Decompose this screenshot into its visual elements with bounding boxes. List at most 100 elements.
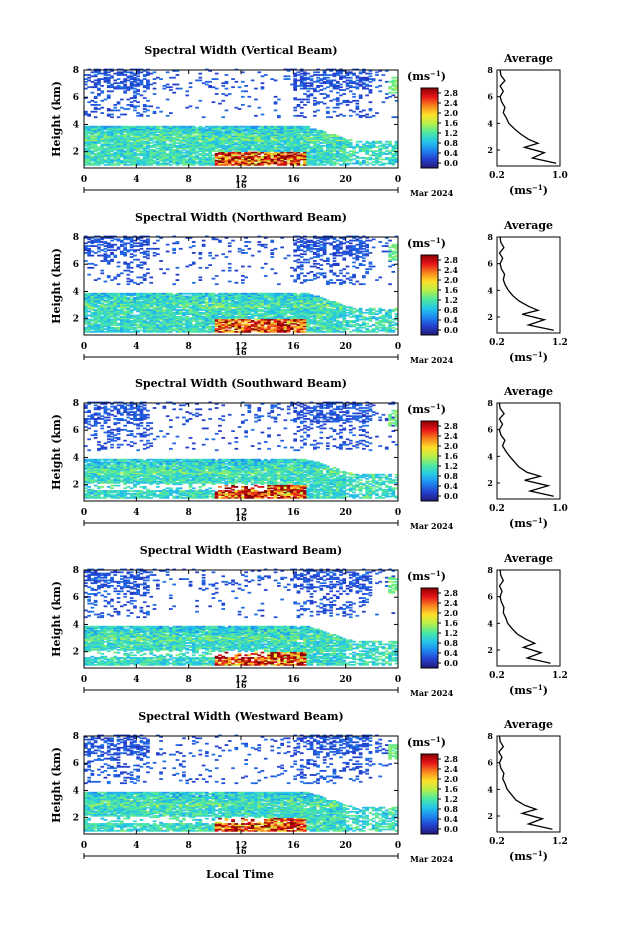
colorbar-tick-label: 2.8 <box>444 754 458 764</box>
heatmap-cells <box>84 401 399 499</box>
colorbar <box>420 254 439 336</box>
avg-y-tick-label: 2 <box>487 811 493 821</box>
colorbar-tick-label: 1.2 <box>444 295 458 305</box>
x-tick-label: 0 <box>395 175 401 185</box>
avg-profile-line <box>499 69 557 164</box>
panel-title: Spectral Width (Vertical Beam) <box>144 44 337 57</box>
panel-1: Spectral Width (Vertical Beam) 8 6 4 2 Height… <box>50 44 568 198</box>
panel-title: Spectral Width (Northward Beam) <box>135 211 347 224</box>
y-tick-label: 4 <box>73 786 79 796</box>
colorbar-tick-label: 0.8 <box>444 138 458 148</box>
x-tick-label: 0 <box>395 508 401 518</box>
x-tick-label: 12 <box>235 675 248 685</box>
colorbar-unit: (ms−1) <box>407 735 446 749</box>
y-tick-label: 4 <box>73 453 79 463</box>
colorbar-tick-label: 0.0 <box>444 658 458 668</box>
heatmap-cells <box>84 568 399 666</box>
x-tick-label: 16 <box>287 342 300 352</box>
avg-y-tick-label: 8 <box>487 232 493 242</box>
avg-y-tick-label: 8 <box>487 565 493 575</box>
colorbar-unit: (ms−1) <box>407 569 446 583</box>
avg-unit: (ms−1) <box>509 683 548 697</box>
colorbar-tick-label: 0.4 <box>444 648 458 658</box>
x-tick-label: 16 <box>287 175 300 185</box>
avg-y-tick-label: 4 <box>487 118 493 128</box>
y-tick-label: 4 <box>73 120 79 130</box>
y-tick-label: 6 <box>73 260 79 270</box>
colorbar-tick-label: 0.4 <box>444 315 458 325</box>
colorbar-tick-label: 0.8 <box>444 638 458 648</box>
colorbar-tick-label: 2.0 <box>444 608 458 618</box>
day-label: 16 <box>235 846 247 856</box>
x-tick-label: 4 <box>133 342 139 352</box>
avg-profile-line <box>498 569 551 664</box>
avg-profile-line <box>498 236 554 331</box>
x-tick-label: 8 <box>186 508 192 518</box>
avg-x-tick-label: 0.2 <box>489 837 505 847</box>
avg-frame <box>496 69 561 167</box>
x-tick-label: 0 <box>395 675 401 685</box>
avg-y-tick-label: 6 <box>487 259 493 269</box>
avg-title: Average <box>503 385 553 398</box>
avg-x-tick-label: 0.2 <box>489 504 505 514</box>
day-label: 16 <box>235 347 247 357</box>
colorbar-tick-label: 1.2 <box>444 628 458 638</box>
y-tick-label: 6 <box>73 593 79 603</box>
y-axis-label: Height (km) <box>50 248 63 324</box>
y-tick-label: 2 <box>73 648 79 658</box>
colorbar-tick-label: 0.0 <box>444 325 458 335</box>
avg-y-tick-label: 8 <box>487 398 493 408</box>
y-tick-label: 8 <box>73 66 79 76</box>
date-label: Mar 2024 <box>410 355 454 365</box>
x-axis-label: Local Time <box>206 868 274 881</box>
x-tick-label: 8 <box>186 342 192 352</box>
x-tick-label: 12 <box>235 175 248 185</box>
y-tick-label: 2 <box>73 148 79 158</box>
colorbar-unit: (ms−1) <box>407 402 446 416</box>
y-tick-label: 4 <box>73 620 79 630</box>
colorbar-tick-label: 2.0 <box>444 275 458 285</box>
colorbar-tick-label: 1.2 <box>444 794 458 804</box>
y-tick-label: 8 <box>73 566 79 576</box>
avg-y-tick-label: 6 <box>487 592 493 602</box>
avg-x-tick-label: 1.0 <box>552 504 568 514</box>
x-tick-label: 12 <box>235 841 248 851</box>
y-axis-label: Height (km) <box>50 81 63 157</box>
colorbar-unit: (ms−1) <box>407 69 446 83</box>
avg-y-tick-label: 6 <box>487 758 493 768</box>
avg-y-tick-label: 4 <box>487 285 493 295</box>
x-tick-label: 16 <box>287 675 300 685</box>
x-tick-label: 20 <box>339 508 352 518</box>
y-axis-label: Height (km) <box>50 747 63 823</box>
avg-x-tick-label: 0.2 <box>489 671 505 681</box>
colorbar-tick-label: 2.4 <box>444 431 458 441</box>
avg-profile-line <box>498 402 554 497</box>
colorbar-tick-label: 1.6 <box>444 784 458 794</box>
avg-frame <box>496 569 561 667</box>
x-tick-label: 20 <box>339 342 352 352</box>
heatmap-cells <box>84 68 399 166</box>
colorbar-tick-label: 2.8 <box>444 255 458 265</box>
x-tick-label: 20 <box>339 175 352 185</box>
y-tick-label: 6 <box>73 759 79 769</box>
colorbar-unit: (ms−1) <box>407 236 446 250</box>
x-tick-label: 0 <box>81 675 87 685</box>
panel-4: Spectral Width (Eastward Beam) 8 6 4 2 Height… <box>50 544 568 698</box>
panel-2: Spectral Width (Northward Beam) 8 6 4 2 Heigh… <box>50 211 568 365</box>
day-label: 16 <box>235 180 247 190</box>
x-tick-label: 0 <box>81 841 87 851</box>
x-tick-label: 4 <box>133 675 139 685</box>
y-tick-label: 4 <box>73 287 79 297</box>
avg-x-tick-label: 0.2 <box>489 338 505 348</box>
colorbar-tick-label: 2.4 <box>444 98 458 108</box>
date-label: Mar 2024 <box>410 854 454 864</box>
avg-y-tick-label: 4 <box>487 618 493 628</box>
y-tick-label: 2 <box>73 315 79 325</box>
panel-title: Spectral Width (Southward Beam) <box>135 377 347 390</box>
x-tick-label: 0 <box>395 342 401 352</box>
colorbar-tick-label: 0.0 <box>444 824 458 834</box>
panel-5: Spectral Width (Westward Beam) 8 6 4 2 Height… <box>50 710 568 864</box>
colorbar <box>420 753 439 835</box>
colorbar-tick-label: 1.6 <box>444 118 458 128</box>
